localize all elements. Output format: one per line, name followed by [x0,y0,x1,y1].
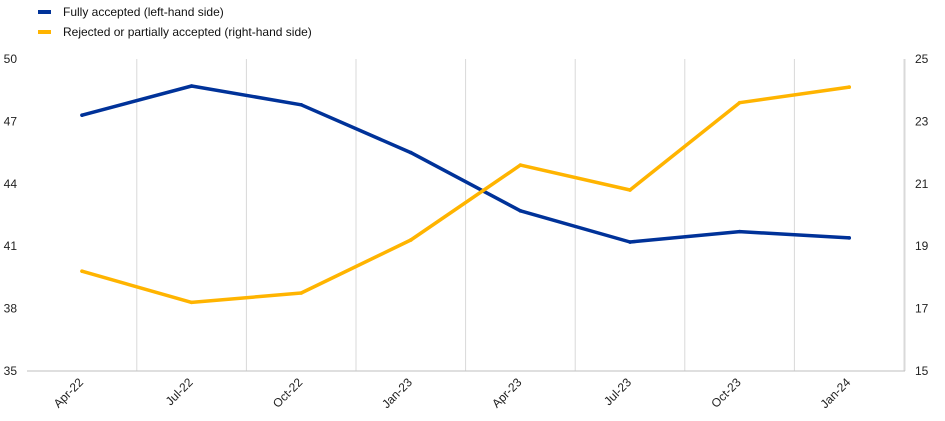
data-point-rejected [80,269,84,273]
data-point-rejected [189,300,194,305]
data-point-fully-accepted [80,113,84,117]
y-right-tick-label: 21 [915,177,929,191]
data-point-rejected [737,100,742,105]
series-line-rejected [80,85,851,305]
y-left-tick-label: 41 [4,239,18,253]
y-right-tick-label: 25 [915,52,929,66]
y-right-tick-label: 15 [915,364,929,378]
data-point-fully-accepted [847,236,851,240]
data-point-rejected [628,188,632,192]
legend-swatch-rejected [38,30,51,34]
legend-swatch-fully-accepted [38,10,51,14]
y-left-tick-label: 47 [4,114,18,128]
legend-label-rejected: Rejected or partially accepted (right-ha… [63,25,312,39]
x-tick-label: Oct-23 [708,375,744,411]
data-point-fully-accepted [409,150,413,155]
y-right-tick-label: 17 [915,302,929,316]
data-point-rejected [518,163,523,167]
x-tick-label: Jul-23 [601,375,634,408]
y-left-tick-label: 50 [4,52,18,66]
legend-item-fully-accepted: Fully accepted (left-hand side) [38,2,312,22]
chart-legend: Fully accepted (left-hand side) Rejected… [38,2,312,42]
x-tick-label: Jul-22 [163,375,196,408]
x-tick-label: Oct-22 [270,375,306,411]
y-left-tick-label: 38 [4,302,18,316]
data-point-rejected [847,85,851,89]
data-point-fully-accepted [299,102,304,107]
x-tick-label: Apr-23 [489,375,525,411]
legend-item-rejected: Rejected or partially accepted (right-ha… [38,22,312,42]
data-point-fully-accepted [518,209,523,213]
data-point-fully-accepted [628,240,632,244]
data-point-rejected [299,291,304,295]
y-right-tick-label: 23 [915,114,929,128]
x-tick-label: Apr-22 [51,375,87,411]
y-left-tick-label: 35 [4,364,18,378]
y-left-tick-label: 44 [4,177,18,191]
y-right-tick-label: 19 [915,239,929,253]
x-tick-label: Jan-24 [817,375,853,411]
series-line-fully-accepted [80,84,851,244]
data-point-fully-accepted [189,84,194,88]
legend-label-fully-accepted: Fully accepted (left-hand side) [63,5,224,19]
x-tick-label: Jan-23 [379,375,415,411]
data-point-rejected [409,238,413,242]
data-point-fully-accepted [737,229,742,234]
